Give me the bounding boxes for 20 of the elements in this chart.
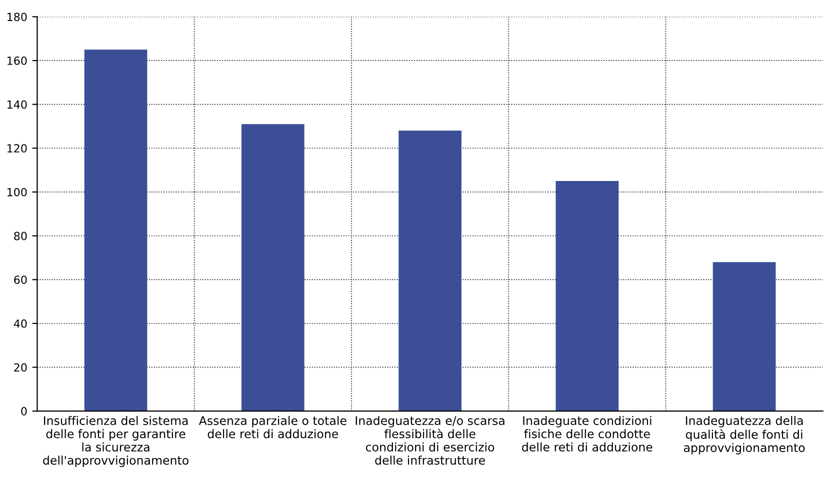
- y-tick-label: 0: [21, 407, 27, 416]
- y-tick-label: 120: [8, 144, 27, 153]
- y-tick-label: 180: [8, 12, 27, 22]
- bar: [556, 181, 619, 412]
- y-tick-label: 40: [14, 319, 27, 328]
- x-tick-label: Insufficienza del sistema delle fonti per garantire la sicurezza dell'approvvigionamento: [43, 416, 188, 468]
- y-tick-label: 140: [8, 100, 27, 109]
- y-tick-label: 20: [14, 363, 27, 372]
- bar: [241, 124, 304, 412]
- y-tick-label: 160: [8, 56, 27, 65]
- y-tick-label: 60: [14, 276, 27, 284]
- y-tick-label: 100: [8, 188, 27, 196]
- x-tick-label: Inadeguatezza della qualità delle fonti di approvvigionamento: [684, 416, 805, 454]
- bar: [84, 50, 148, 412]
- x-tick-label: Assenza parziale o totale delle reti di adduzione: [198, 416, 346, 438]
- bar: [712, 262, 776, 412]
- y-tick-label: 80: [14, 232, 27, 240]
- bar: [398, 130, 462, 412]
- x-tick-label: Inadeguatezza e/o scarsa flessibilità delle condizioni di esercizio delle infrastrutture: [356, 416, 504, 465]
- x-tick-label: Inadeguate condizioni fisiche delle condotte delle reti di adduzione: [522, 416, 652, 452]
